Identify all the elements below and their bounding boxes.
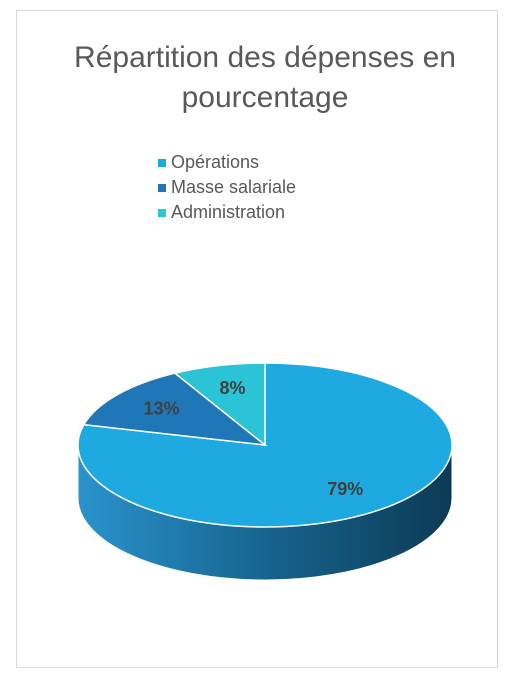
chart-frame xyxy=(16,10,498,668)
legend-label: Administration xyxy=(171,202,285,222)
legend-label: Opérations xyxy=(171,152,259,172)
data-label: 79% xyxy=(327,479,363,499)
data-label: 13% xyxy=(144,399,180,419)
pie-slice xyxy=(173,362,266,447)
chart-title: Répartition des dépenses en pourcentage xyxy=(74,41,456,114)
legend-swatch xyxy=(158,184,166,192)
pie-slice xyxy=(82,372,268,447)
legend-swatch xyxy=(158,159,166,167)
legend-label: Masse salariale xyxy=(171,177,296,197)
legend-swatch xyxy=(158,209,166,217)
data-label: 8% xyxy=(219,378,245,398)
